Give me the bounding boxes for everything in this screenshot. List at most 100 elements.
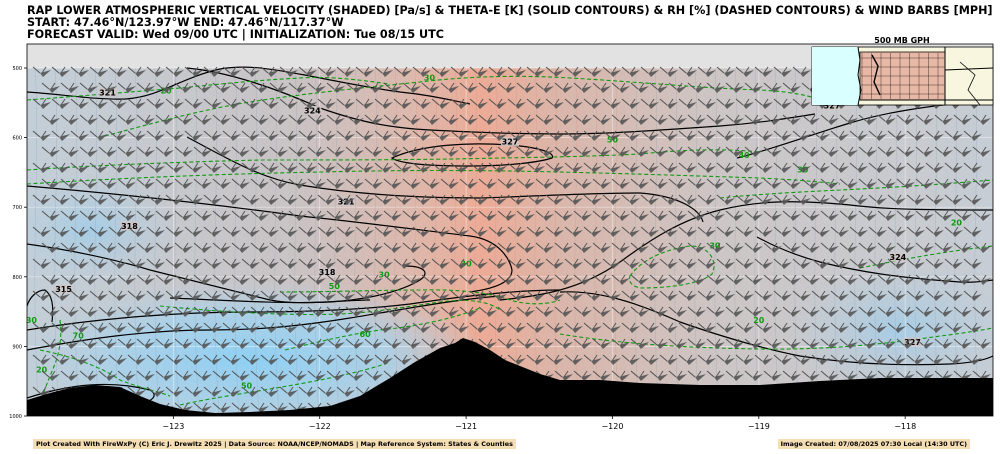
wind-barb — [630, 210, 649, 221]
wind-barb — [592, 210, 611, 221]
wind-barb — [241, 194, 260, 205]
wind-barb — [469, 322, 488, 333]
wind-barb — [906, 194, 925, 205]
wind-barb — [716, 226, 735, 237]
wind-barb — [754, 98, 773, 109]
wind-barb — [298, 290, 317, 301]
wind-barb — [70, 226, 89, 237]
wind-barb — [98, 274, 117, 285]
theta-e-contour-327-lower-east — [559, 291, 993, 366]
wind-barb — [535, 178, 554, 189]
wind-barb — [231, 178, 250, 189]
wind-barb — [868, 162, 887, 173]
wind-barb — [944, 162, 963, 173]
wind-barb — [317, 322, 336, 333]
wind-barb — [51, 194, 70, 205]
wind-barb — [117, 338, 136, 349]
rh-label: 70 — [73, 331, 85, 340]
wind-barb — [697, 258, 716, 269]
wind-barb — [868, 130, 887, 141]
wind-barb — [402, 210, 421, 221]
wind-barb — [374, 354, 393, 365]
wind-barb — [345, 114, 364, 125]
wind-barb — [630, 146, 649, 157]
wind-barb — [925, 290, 944, 301]
wind-barb — [488, 258, 507, 269]
wind-barb — [364, 210, 383, 221]
wind-barb — [459, 242, 478, 253]
wind-barb — [203, 194, 222, 205]
wind-barb — [307, 242, 326, 253]
footer-credit: Plot Created With FireWxPy (C) Eric J. D… — [33, 439, 516, 449]
wind-barb — [516, 146, 535, 157]
wind-barb — [630, 82, 649, 93]
wind-barb — [735, 258, 754, 269]
wind-barb — [374, 194, 393, 205]
wind-barb — [250, 178, 269, 189]
wind-barb — [592, 114, 611, 125]
wind-barb — [459, 114, 478, 125]
wind-barb — [820, 274, 839, 285]
rh-contour-20-upper — [27, 76, 391, 101]
wind-barb — [687, 338, 706, 349]
wind-barb — [212, 370, 231, 381]
wind-barb — [203, 290, 222, 301]
wind-barb — [839, 338, 858, 349]
wind-barb — [402, 306, 421, 317]
wind-barb — [60, 338, 79, 349]
wind-barb — [953, 210, 972, 221]
wind-barb — [203, 322, 222, 333]
wind-barb — [146, 386, 165, 397]
wind-barb — [412, 322, 431, 333]
theta-e-contour-labels: 321324327321318318315324327327 — [54, 87, 922, 347]
wind-barb — [915, 210, 934, 221]
wind-barb — [877, 210, 896, 221]
wind-barb — [89, 290, 108, 301]
wind-barb — [440, 242, 459, 253]
wind-barb — [972, 242, 991, 253]
wind-barb — [602, 322, 621, 333]
wind-barb — [70, 322, 89, 333]
wind-barb — [640, 226, 659, 237]
wind-barb — [279, 290, 298, 301]
rh-label: 40 — [739, 151, 751, 160]
wind-barb — [754, 354, 773, 365]
wind-barb — [906, 290, 925, 301]
wind-barb — [203, 130, 222, 141]
wind-barb — [516, 82, 535, 93]
wind-barb — [459, 274, 478, 285]
wind-barb — [421, 82, 440, 93]
wind-barb — [117, 370, 136, 381]
wind-barb — [393, 258, 412, 269]
wind-barb — [896, 274, 915, 285]
wind-barb — [773, 354, 792, 365]
wind-barb — [32, 226, 51, 237]
wind-barb — [60, 370, 79, 381]
wind-barb — [165, 194, 184, 205]
wind-barb — [241, 386, 260, 397]
wind-barb — [640, 194, 659, 205]
wind-barb — [839, 306, 858, 317]
wind-barb — [412, 162, 431, 173]
wind-barb — [611, 146, 630, 157]
wind-barb — [431, 162, 450, 173]
wind-barb — [621, 226, 640, 237]
wind-barb — [507, 322, 526, 333]
wind-barb — [849, 354, 868, 365]
wind-barb — [136, 82, 155, 93]
wind-barb — [972, 338, 991, 349]
wind-barb — [801, 178, 820, 189]
wind-barb — [583, 194, 602, 205]
wind-barb — [336, 130, 355, 141]
wind-barb — [915, 146, 934, 157]
wind-barb — [155, 210, 174, 221]
wind-barb — [364, 82, 383, 93]
wind-barb — [792, 258, 811, 269]
wind-barb — [868, 194, 887, 205]
wind-barb — [583, 322, 602, 333]
wind-barb — [963, 162, 982, 173]
wind-barb — [336, 354, 355, 365]
wind-barb — [288, 210, 307, 221]
wind-barb — [621, 290, 640, 301]
theta-e-contour-324-east — [756, 236, 993, 283]
